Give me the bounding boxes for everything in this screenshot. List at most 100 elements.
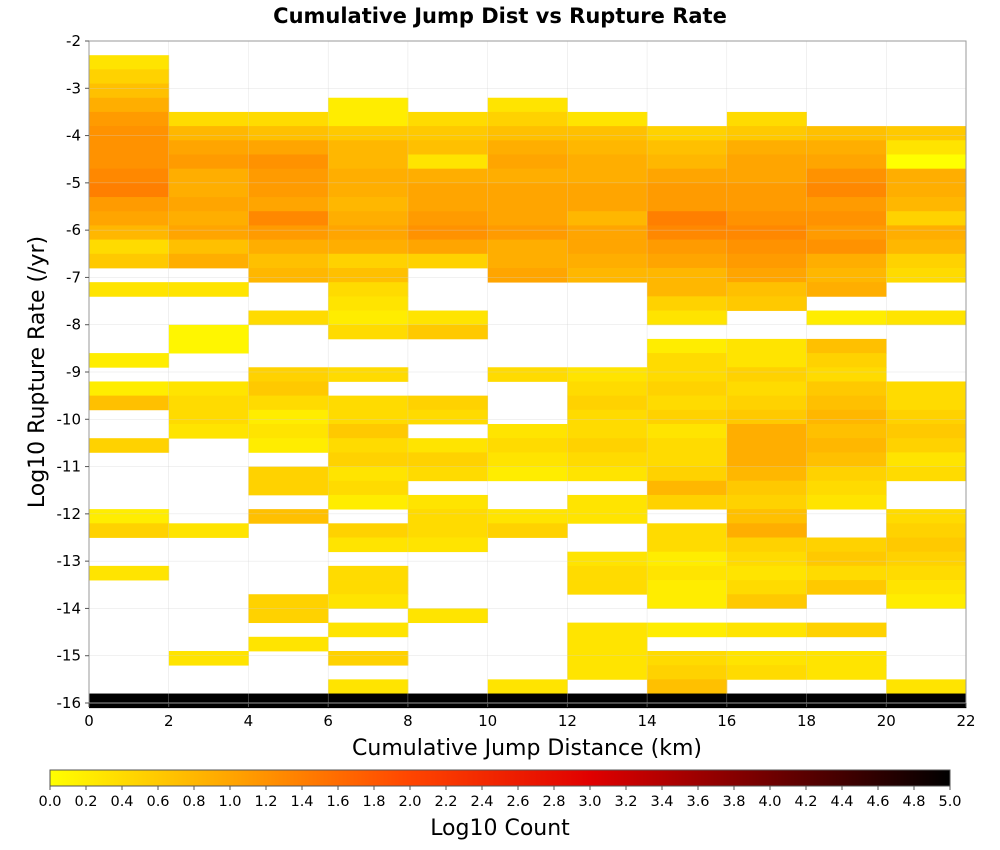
heatmap-cell xyxy=(487,253,568,269)
y-tick-label: -10 xyxy=(57,410,82,428)
heatmap-cell xyxy=(806,267,887,283)
heatmap-cell xyxy=(168,111,249,127)
heatmap-cell xyxy=(647,480,728,496)
heatmap-cell xyxy=(168,523,249,538)
heatmap-cell xyxy=(168,168,249,184)
heatmap-cell xyxy=(248,197,329,212)
heatmap-cell xyxy=(487,509,568,524)
heatmap-cell xyxy=(328,97,409,113)
heatmap-cell xyxy=(328,140,409,155)
heatmap-cell xyxy=(567,182,648,198)
heatmap-cell xyxy=(487,111,568,127)
heatmap-cell xyxy=(248,608,329,624)
heatmap-cell xyxy=(726,239,807,255)
heatmap-cell xyxy=(886,594,967,609)
heatmap-cell xyxy=(886,168,967,184)
heatmap-cell xyxy=(567,168,648,184)
heatmap-cell xyxy=(487,452,568,467)
heatmap-cell xyxy=(647,126,728,141)
heatmap-cell xyxy=(328,438,409,453)
heatmap-cell xyxy=(89,69,170,84)
heatmap-cell xyxy=(89,154,170,170)
heatmap-cell xyxy=(886,679,967,694)
heatmap-cell xyxy=(487,140,568,155)
heatmap-cell xyxy=(886,211,967,226)
heatmap-cell xyxy=(647,338,728,354)
heatmap-cell xyxy=(168,650,249,666)
heatmap-cell xyxy=(567,197,648,212)
heatmap-cell xyxy=(89,140,170,155)
heatmap-cell xyxy=(886,267,967,283)
colorbar-tick-label: 5.0 xyxy=(938,794,961,810)
heatmap-cell xyxy=(328,310,409,326)
heatmap-cell xyxy=(407,239,489,255)
heatmap-cell xyxy=(407,608,489,624)
heatmap-cell xyxy=(328,580,409,595)
heatmap-cell xyxy=(328,296,409,311)
heatmap-cell xyxy=(806,225,887,240)
heatmap-cell xyxy=(407,438,489,453)
heatmap-cell xyxy=(567,395,648,411)
heatmap-cell xyxy=(407,197,489,212)
x-tick-label: 14 xyxy=(638,712,657,730)
colorbar-tick-label: 2.6 xyxy=(506,794,529,810)
heatmap-cell xyxy=(89,225,170,240)
heatmap-cell xyxy=(806,367,887,382)
colorbar-tick-label: 0.2 xyxy=(74,794,97,810)
heatmap-cell xyxy=(726,154,807,170)
heatmap-cell xyxy=(647,452,728,467)
heatmap-cell xyxy=(328,693,409,709)
heatmap-cell xyxy=(89,83,170,99)
heatmap-cell xyxy=(726,466,807,482)
heatmap-cell xyxy=(89,282,170,297)
heatmap-cell xyxy=(407,154,489,170)
heatmap-cell xyxy=(487,97,568,113)
colorbar-tick-label: 3.6 xyxy=(686,794,709,810)
heatmap-cell xyxy=(886,466,967,482)
heatmap-cell xyxy=(248,480,329,496)
heatmap-cell xyxy=(328,367,409,382)
heatmap-cell xyxy=(886,197,967,212)
heatmap-cell xyxy=(647,225,728,240)
heatmap-cell xyxy=(487,367,568,382)
heatmap-cell xyxy=(89,168,170,184)
heatmap-cell xyxy=(328,182,409,198)
heatmap-cell xyxy=(248,424,329,439)
heatmap-cell xyxy=(328,452,409,467)
x-tick-label: 22 xyxy=(956,712,975,730)
heatmap-cell xyxy=(647,395,728,411)
heatmap-cell xyxy=(726,494,807,510)
heatmap-cell xyxy=(806,353,887,368)
heatmap-cell xyxy=(806,409,887,425)
heatmap-cell xyxy=(407,211,489,226)
heatmap-cell xyxy=(647,267,728,283)
heatmap-cells xyxy=(89,55,967,709)
colorbar-tick-label: 0.8 xyxy=(182,794,205,810)
heatmap-cell xyxy=(487,466,568,482)
heatmap-cell xyxy=(806,253,887,269)
heatmap-cell xyxy=(726,580,807,595)
colorbar-label: Log10 Count xyxy=(430,816,570,841)
heatmap-cell xyxy=(487,523,568,538)
heatmap-cell xyxy=(886,523,967,538)
heatmap-cell xyxy=(726,296,807,311)
heatmap-cell xyxy=(567,565,648,581)
heatmap-cell xyxy=(248,693,329,709)
x-tick-label: 6 xyxy=(323,712,333,730)
y-axis-ticks: -2 -3 -4 -5 -6 -7 -8 -9 -10 -11 -12 -13 -14 -15 -16 xyxy=(57,32,89,712)
colorbar-ticks: 0.0 0.2 0.4 0.6 0.8 1.0 1.2 1.4 1.6 1.8 2.0 2.2 2.4 2… xyxy=(38,786,962,810)
heatmap-cell xyxy=(487,438,568,453)
heatmap-cell xyxy=(248,182,329,198)
heatmap-cell xyxy=(726,523,807,538)
heatmap-cell xyxy=(806,438,887,453)
heatmap-cell xyxy=(487,211,568,226)
heatmap-cell xyxy=(726,551,807,567)
heatmap-cell xyxy=(886,154,967,170)
heatmap-cell xyxy=(726,409,807,425)
heatmap-cell xyxy=(647,381,728,397)
heatmap-cell xyxy=(647,523,728,538)
heatmap-cell xyxy=(328,126,409,141)
heatmap-cell xyxy=(328,679,409,694)
heatmap-cell xyxy=(89,565,170,581)
heatmap-cell xyxy=(89,211,170,226)
